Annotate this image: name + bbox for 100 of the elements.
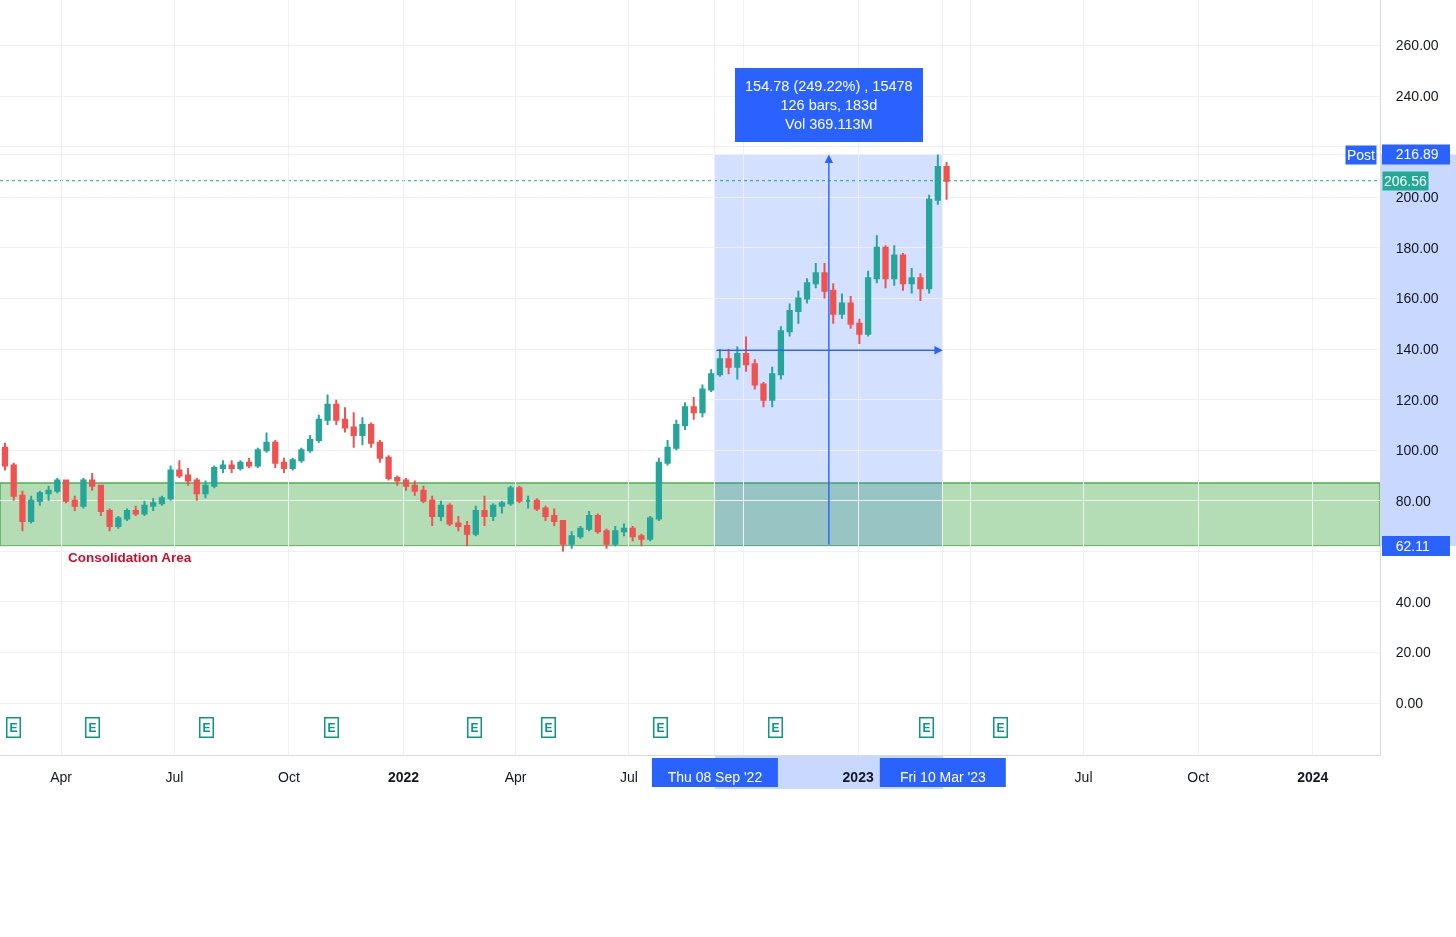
candlestick [803, 277, 811, 305]
candlestick [594, 512, 601, 535]
candlestick [777, 325, 785, 381]
candlestick [585, 509, 593, 533]
candlestick [760, 380, 767, 409]
candlestick [324, 393, 331, 426]
candlestick [847, 294, 854, 330]
candlestick [315, 413, 322, 444]
y-tick-label: 140.00 [1395, 340, 1439, 357]
x-tick-label: Apr [50, 768, 73, 785]
candlestick [184, 466, 192, 487]
candlestick [647, 514, 654, 543]
candlestick [673, 418, 680, 452]
candlestick [664, 439, 671, 467]
candlestick [62, 479, 70, 505]
candlestick [934, 153, 941, 206]
x-tick-label: Oct [278, 768, 300, 785]
annotation: E [996, 720, 1005, 735]
y-tick-label: 260.00 [1395, 37, 1439, 54]
candlestick [708, 368, 715, 394]
candlestick [89, 471, 96, 492]
candlestick [333, 398, 340, 426]
candlestick [769, 365, 776, 409]
candlestick [891, 244, 898, 287]
candlestick [36, 489, 43, 507]
x-tick-label: Jul [165, 768, 184, 785]
y-tick-label: 240.00 [1395, 88, 1439, 105]
candlestick [568, 530, 575, 550]
candlestick [873, 234, 880, 285]
candlestick [786, 302, 793, 338]
y-tick-label: 80.00 [1395, 492, 1432, 509]
candlestick [429, 494, 436, 528]
candlestick [141, 499, 148, 517]
y-tick-label: 100.00 [1395, 442, 1439, 459]
candlestick [202, 479, 209, 500]
candlestick [926, 193, 933, 295]
x-tick-label: Apr [504, 768, 527, 785]
candlestick [830, 282, 837, 325]
candlestick [812, 262, 819, 290]
candlestick [507, 484, 514, 507]
candlestick [655, 456, 662, 523]
candlestick [864, 269, 872, 338]
candlestick [115, 514, 122, 530]
candlestick [71, 494, 78, 512]
candlestick [516, 484, 523, 505]
candlestick [193, 477, 200, 502]
annotation: Post [1347, 147, 1376, 163]
candlestick [106, 507, 113, 533]
candlestick [158, 494, 166, 507]
candlestick [376, 439, 384, 464]
annotation: E [202, 720, 211, 735]
candlestick [272, 439, 279, 469]
candlestick [394, 474, 401, 487]
candlestick [54, 477, 61, 495]
y-tick-label: 180.00 [1395, 239, 1439, 256]
band-label: Consolidation Area [68, 550, 192, 565]
x-tick-label: 2022 [387, 768, 420, 785]
candlestick [228, 459, 235, 474]
candlestick [176, 459, 183, 480]
candlestick [359, 416, 366, 447]
candlestick [45, 484, 52, 502]
x-tick-label: Thu 08 Sep '22 [667, 768, 763, 785]
candlestick [385, 454, 392, 482]
candlestick [917, 272, 924, 302]
candlestick [341, 406, 349, 434]
annotation: E [88, 720, 97, 735]
candlestick [132, 504, 139, 517]
candlestick [28, 494, 35, 525]
candlestick [280, 456, 288, 474]
candlestick [742, 335, 750, 373]
candlestick [289, 456, 296, 472]
candlestick [402, 477, 410, 492]
candlestick [245, 456, 253, 469]
candlestick [455, 514, 462, 533]
candlestick [577, 525, 584, 540]
candlestick [603, 527, 610, 550]
x-tick-label: Jul [1074, 768, 1093, 785]
candlestick [306, 434, 314, 454]
candlestick [463, 520, 471, 548]
candlestick [237, 459, 244, 472]
y-tick-label: 20.00 [1395, 644, 1432, 661]
y-tick-label: 0.00 [1395, 695, 1424, 712]
candlestick [681, 401, 689, 431]
candlestick [167, 464, 174, 502]
candlestick [437, 499, 445, 523]
candlestick [350, 411, 357, 449]
ref-line-label: 206.56 [1384, 173, 1428, 189]
candlestick [838, 292, 846, 320]
annotation: E [922, 720, 931, 735]
candlestick [19, 489, 26, 533]
x-tick-label: Oct [1187, 768, 1210, 785]
candlestick [411, 479, 418, 497]
candlestick [943, 160, 950, 201]
candlestick [1, 441, 9, 472]
candlestick [150, 497, 157, 512]
candlestick [620, 522, 628, 538]
y-tick-label: 40.00 [1395, 593, 1432, 610]
candlestick [420, 484, 427, 505]
x-tick-label: 2024 [1297, 768, 1329, 785]
y-tick-label: 160.00 [1395, 290, 1439, 307]
